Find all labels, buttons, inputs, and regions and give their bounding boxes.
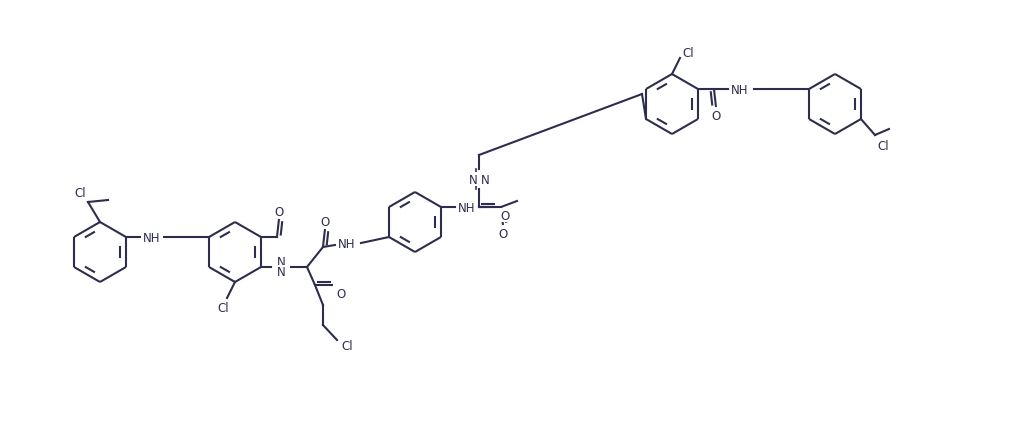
Text: NH: NH [731, 83, 748, 96]
Text: O: O [275, 205, 284, 218]
Text: Cl: Cl [217, 301, 229, 314]
Text: Cl: Cl [341, 339, 353, 352]
Text: O: O [712, 109, 721, 122]
Text: N: N [469, 173, 478, 186]
Text: O: O [321, 215, 330, 228]
Text: NH: NH [458, 201, 476, 214]
Text: NH: NH [338, 237, 355, 250]
Text: O: O [498, 227, 507, 240]
Text: Cl: Cl [877, 139, 889, 152]
Text: Cl: Cl [75, 186, 86, 199]
Text: N: N [277, 256, 285, 269]
Text: N: N [481, 173, 489, 186]
Text: Cl: Cl [682, 46, 694, 59]
Text: O: O [500, 209, 509, 222]
Text: NH: NH [143, 231, 160, 244]
Text: N: N [277, 266, 285, 279]
Text: O: O [336, 287, 345, 300]
